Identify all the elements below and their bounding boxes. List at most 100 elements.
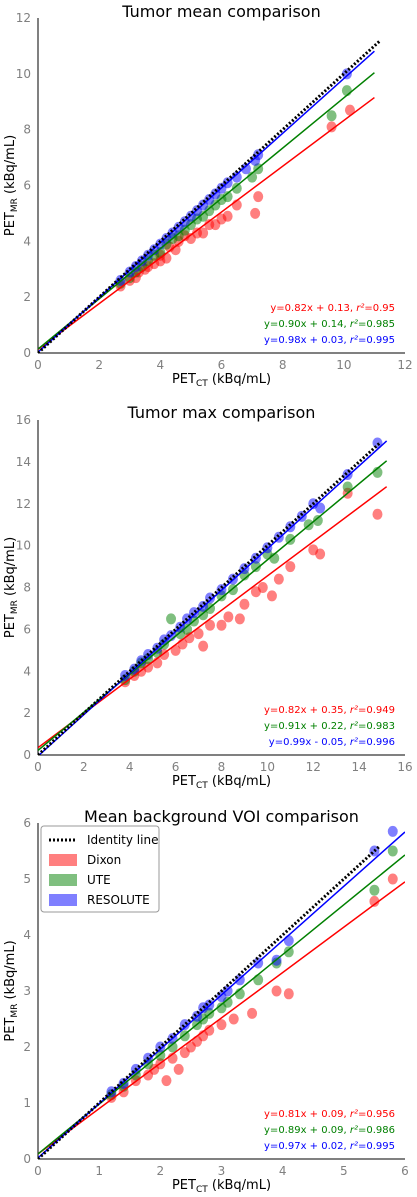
x-tick-label: 1 [95, 1164, 103, 1178]
data-point [205, 619, 216, 631]
data-point [173, 1063, 184, 1075]
plot-area [38, 825, 405, 1159]
data-point [285, 561, 296, 573]
legend-swatch-ute [49, 874, 77, 886]
x-tick-label: 5 [340, 1164, 348, 1178]
legend-label: RESOLUTE [87, 893, 150, 907]
x-tick-label: 6 [172, 760, 180, 774]
data-point [234, 613, 245, 625]
fit-line-resolute [38, 831, 405, 1159]
fit-line-ute [38, 72, 375, 350]
data-point [271, 985, 282, 997]
y-tick-label: 0 [23, 748, 31, 762]
data-point [283, 935, 294, 947]
y-tick-label: 12 [16, 497, 31, 511]
x-tick-label: 8 [279, 358, 287, 372]
chart-title: Tumor max comparison [127, 403, 316, 422]
y-tick-label: 10 [16, 67, 31, 81]
data-point [266, 590, 277, 602]
legend: Identity line Dixon UTE RESOLUTE [40, 825, 160, 913]
data-point [231, 182, 242, 194]
legend-box [40, 825, 160, 913]
x-tick-label: 2 [157, 1164, 165, 1178]
data-point [170, 644, 181, 656]
x-tick-label: 12 [306, 760, 321, 774]
fit-line-dixon [38, 96, 375, 350]
x-axis-label: PETCT (kBq/mL) [172, 774, 271, 791]
legend-swatch-dixon [49, 854, 77, 866]
x-tick-label: 8 [218, 760, 226, 774]
data-point [326, 110, 337, 122]
data-point [387, 825, 398, 837]
x-tick-label: 4 [157, 358, 165, 372]
data-point [193, 628, 204, 640]
legend-label: Dixon [87, 853, 121, 867]
data-point [247, 1007, 258, 1019]
x-tick-label: 6 [218, 358, 226, 372]
data-point [273, 573, 284, 585]
x-tick-label: 0 [34, 1164, 42, 1178]
fit-equation-resolute: y=0.99x - 0.05, r²=0.996 [269, 737, 395, 748]
x-tick-label: 0 [34, 760, 42, 774]
fit-equation-ute: y=0.91x + 0.22, r²=0.983 [264, 721, 395, 732]
x-tick-label: 4 [126, 760, 134, 774]
y-axis-label: PETMR (kBq/mL) [3, 537, 20, 638]
data-point [283, 988, 294, 1000]
legend-swatch-resolute [49, 894, 77, 906]
data-point [204, 1024, 215, 1036]
y-tick-label: 6 [23, 622, 31, 636]
data-point [250, 207, 261, 219]
fit-equation-resolute: y=0.98x + 0.03, r²=0.995 [264, 335, 395, 346]
x-tick-label: 3 [218, 1164, 226, 1178]
plot-area [38, 437, 388, 755]
legend-label: UTE [87, 873, 111, 887]
x-tick-label: 6 [401, 1164, 409, 1178]
data-point [387, 845, 398, 857]
y-axis-label: PETMR (kBq/mL) [3, 135, 20, 236]
data-point [228, 1013, 239, 1025]
data-point [257, 582, 268, 593]
data-point [250, 561, 261, 573]
data-point [369, 884, 380, 896]
y-tick-label: 4 [23, 234, 31, 248]
x-tick-label: 10 [336, 358, 351, 372]
data-point [188, 607, 199, 619]
identity-line [38, 40, 381, 353]
y-tick-label: 8 [23, 581, 31, 595]
y-tick-label: 4 [23, 928, 31, 942]
identity-line [38, 442, 381, 755]
x-tick-label: 2 [80, 760, 88, 774]
data-point [198, 227, 209, 239]
y-tick-label: 1 [23, 1096, 31, 1110]
data-point [216, 1019, 227, 1031]
y-tick-label: 14 [16, 455, 31, 469]
data-point [223, 611, 234, 623]
data-point [312, 515, 323, 526]
series-dixon-points [120, 487, 383, 688]
data-point [166, 613, 177, 625]
fit-line-ute [38, 460, 388, 751]
legend-label: Identity line [87, 833, 158, 847]
data-point [222, 210, 233, 222]
fit-equation-resolute: y=0.97x + 0.02, r²=0.995 [264, 1141, 395, 1152]
data-point [342, 481, 353, 493]
y-tick-label: 6 [23, 179, 31, 193]
y-tick-label: 3 [23, 984, 31, 998]
chart-title: Mean background VOI comparison [84, 807, 359, 826]
data-point [315, 502, 326, 514]
data-point [372, 508, 383, 520]
y-tick-label: 6 [23, 816, 31, 830]
fit-equation-dixon: y=0.82x + 0.13, r²=0.95 [270, 303, 395, 314]
data-point [170, 244, 181, 256]
x-tick-label: 12 [397, 358, 412, 372]
data-point [283, 946, 294, 958]
fit-line-resolute [38, 50, 375, 353]
y-tick-label: 2 [23, 290, 31, 304]
data-point [222, 191, 233, 203]
x-axis-label: PETCT (kBq/mL) [172, 372, 271, 389]
data-point [326, 121, 337, 133]
chart-3: Mean background VOI comparison 0 1 2 3 4 5 6 0 1 2… [3, 807, 409, 1195]
x-tick-label: 14 [351, 760, 366, 774]
data-point [253, 191, 264, 203]
data-point [179, 1019, 190, 1031]
